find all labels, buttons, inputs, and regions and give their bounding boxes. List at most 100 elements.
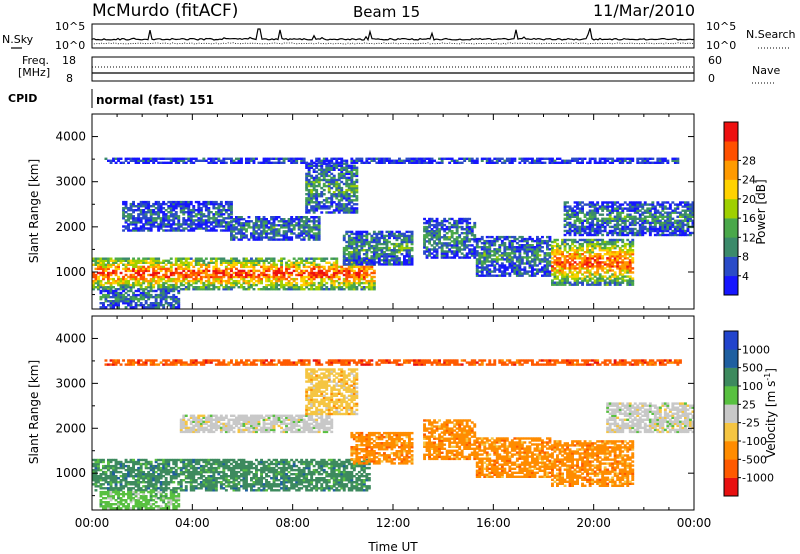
heatmap-cell xyxy=(626,263,630,266)
heatmap-cell xyxy=(112,263,115,266)
heatmap-cell xyxy=(255,275,258,279)
heatmap-cell xyxy=(525,248,529,251)
heatmap-cell xyxy=(679,223,682,227)
heatmap-cell xyxy=(337,199,341,202)
heatmap-cell xyxy=(335,193,339,196)
heatmap-cell xyxy=(523,268,527,271)
heatmap-cell xyxy=(523,239,527,243)
heatmap-cell xyxy=(460,240,464,243)
heatmap-cell xyxy=(122,302,125,305)
heatmap-cell xyxy=(576,281,579,284)
heatmap-cell xyxy=(553,277,557,280)
heatmap-cell xyxy=(312,257,316,260)
heatmap-cell xyxy=(573,201,577,204)
heatmap-cell xyxy=(684,231,687,235)
heatmap-cell xyxy=(520,235,524,239)
heatmap-cell xyxy=(144,217,148,220)
heatmap-cell xyxy=(628,259,632,262)
heatmap-cell xyxy=(159,286,163,289)
heatmap-cell xyxy=(628,244,632,248)
heatmap-cell xyxy=(668,207,672,210)
heatmap-cell xyxy=(355,281,359,285)
heatmap-cell xyxy=(448,244,452,247)
heatmap-cell xyxy=(237,271,241,275)
heatmap-cell xyxy=(543,270,547,273)
heatmap-cell xyxy=(342,277,346,281)
heatmap-cell xyxy=(102,286,105,289)
heatmap-cell xyxy=(172,213,176,216)
heatmap-cell xyxy=(257,259,261,262)
heatmap-cell xyxy=(616,267,620,270)
heatmap-cell xyxy=(315,209,319,212)
heatmap-cell xyxy=(102,263,105,266)
heatmap-cell xyxy=(307,211,311,214)
heatmap-cell xyxy=(626,271,630,274)
heatmap-cell xyxy=(315,203,319,206)
heatmap-cell xyxy=(638,225,642,229)
heatmap-cell xyxy=(317,201,321,204)
heatmap-cell xyxy=(214,269,218,273)
heatmap-cell xyxy=(219,213,223,216)
heatmap-cell xyxy=(428,221,431,225)
heatmap-cell xyxy=(139,291,143,295)
heatmap-cell xyxy=(520,258,524,261)
heatmap-cell xyxy=(548,264,552,267)
heatmap-cell xyxy=(232,281,236,285)
heatmap-cell xyxy=(109,257,113,260)
heatmap-cell xyxy=(252,238,256,241)
heatmap-cell xyxy=(571,283,574,286)
heatmap-cell xyxy=(290,281,294,285)
heatmap-cell xyxy=(623,265,627,268)
heatmap-cell xyxy=(129,217,133,220)
heatmap-cell xyxy=(646,215,650,218)
heatmap-cell xyxy=(240,234,243,237)
heatmap-cell xyxy=(608,225,612,229)
heatmap-cell xyxy=(315,162,319,165)
heatmap-cell xyxy=(631,229,635,233)
heatmap-cell xyxy=(242,259,246,262)
heatmap-cell xyxy=(445,236,449,239)
heatmap-cell xyxy=(149,223,153,226)
heatmap-cell xyxy=(601,249,605,252)
heatmap-cell xyxy=(124,205,128,208)
heatmap-cell xyxy=(232,283,236,287)
heatmap-cell xyxy=(485,235,489,239)
heatmap-cell xyxy=(463,219,467,223)
heatmap-cell xyxy=(623,207,627,210)
heatmap-cell xyxy=(290,232,294,235)
freq-left-tick-top: 18 xyxy=(62,54,76,67)
heatmap-cell xyxy=(347,238,351,242)
heatmap-cell xyxy=(157,257,161,260)
heatmap-cell xyxy=(370,246,374,250)
heatmap-cell xyxy=(453,219,457,223)
heatmap-cell xyxy=(164,209,168,212)
heatmap-cell xyxy=(207,211,211,214)
heatmap-cell xyxy=(608,267,612,270)
heatmap-cell xyxy=(473,250,477,253)
heatmap-cell xyxy=(97,265,100,269)
heatmap-cell xyxy=(352,166,356,169)
heatmap-cell xyxy=(172,202,176,206)
heatmap-cell xyxy=(267,238,271,241)
heatmap-cell xyxy=(435,248,439,251)
heatmap-cell xyxy=(270,283,273,287)
heatmap-cell xyxy=(423,244,426,247)
heatmap-cell xyxy=(179,273,183,277)
heatmap-cell xyxy=(337,203,341,206)
heatmap-cell xyxy=(335,186,339,190)
heatmap-cell xyxy=(498,266,502,269)
heatmap-cell xyxy=(591,267,595,270)
heatmap-cell xyxy=(425,221,429,225)
heatmap-cell xyxy=(541,235,544,239)
heatmap-cell xyxy=(505,235,509,239)
heatmap-cell xyxy=(187,207,191,210)
heatmap-cell xyxy=(342,182,346,186)
heatmap-cell xyxy=(679,215,682,218)
heatmap-cell xyxy=(199,221,203,224)
heatmap-cell xyxy=(563,271,567,274)
heatmap-cell xyxy=(189,215,193,218)
heatmap-cell xyxy=(606,263,610,266)
heatmap-cell xyxy=(508,272,512,275)
heatmap-cell xyxy=(187,217,191,220)
heatmap-cell xyxy=(342,203,346,206)
